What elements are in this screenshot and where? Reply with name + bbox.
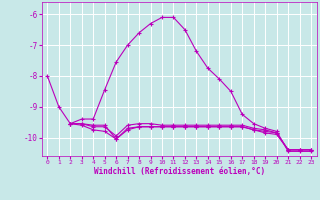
X-axis label: Windchill (Refroidissement éolien,°C): Windchill (Refroidissement éolien,°C) bbox=[94, 167, 265, 176]
